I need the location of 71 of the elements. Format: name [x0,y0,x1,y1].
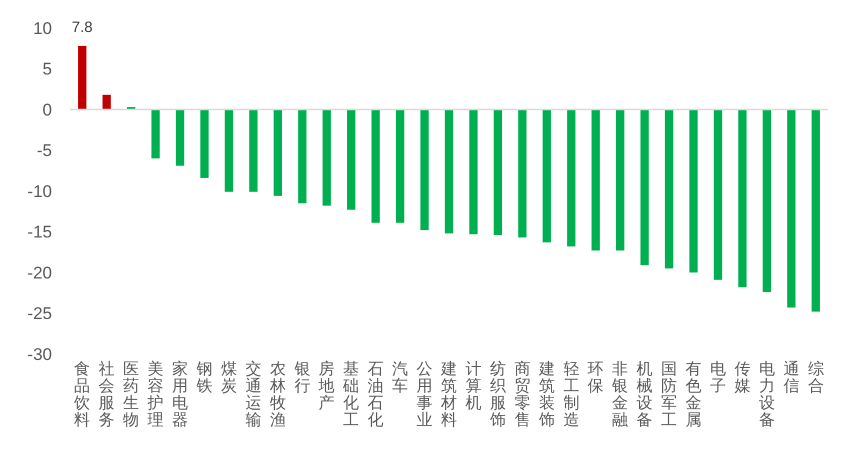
x-tick-label: 机械设备 [636,360,653,429]
y-tick-label: -25 [27,304,52,324]
bar [151,110,160,158]
bar [494,110,502,236]
y-tick-label: -10 [27,182,52,201]
x-tick-label: 电子 [710,360,726,395]
x-tick-label: 基础化工 [342,360,360,429]
bar [249,110,258,192]
y-tick-label: 5 [42,60,52,79]
x-tick-label: 食品饮料 [73,360,90,429]
y-tick-label: -15 [27,222,52,242]
x-tick-label: 家用电器 [172,360,188,429]
x-tick-label: 银行 [293,361,310,395]
bar [542,110,551,242]
x-tick-label: 钢铁 [195,361,212,395]
x-tick-label: 农林牧渔 [268,361,286,429]
x-tick-label: 通信 [783,360,800,395]
bar [396,110,404,223]
x-tick-label: 医药生物 [123,361,140,429]
bar [274,110,282,196]
bar [444,110,454,234]
bar [787,110,796,308]
bar [420,110,429,230]
x-tick-label: 有色金属 [686,361,702,429]
bar [664,110,674,268]
x-tick-label: 美容护理 [146,360,164,429]
x-tick-label: 国防军工 [661,361,678,429]
x-tick-label: 传媒 [734,361,750,395]
x-tick-label: 煤炭 [220,361,237,395]
y-tick-label: 10 [33,18,52,38]
y-tick-label: 0 [42,100,52,120]
y-tick-label: -20 [27,263,52,282]
bar [347,110,356,210]
x-tick-label: 公用事业 [416,361,433,429]
x-tick-label: 房地产 [318,360,335,412]
x-tick-label: 非银金融 [611,360,628,429]
x-tick-label: 建筑材料 [440,360,457,429]
x-tick-label: 环保 [588,361,604,395]
bar [200,110,209,178]
bar [102,94,111,110]
x-tick-label: 商贸零售 [514,360,530,429]
bar [224,110,234,192]
bar [616,110,624,250]
y-tick-label: -30 [27,344,52,364]
bar [469,110,478,234]
x-tick-label: 石油石化 [368,361,384,429]
x-tick-label: 纺织服饰 [488,360,506,429]
bar [689,110,698,272]
x-tick-label: 汽车 [392,361,408,395]
x-tick-label: 电力设备 [758,360,775,429]
bar [640,110,649,266]
bar [371,110,380,223]
bar [78,46,86,110]
x-tick-label: 建筑装饰 [538,360,555,429]
bar [567,110,576,246]
x-tick-label: 社会服务 [98,360,115,429]
bar [518,110,527,238]
bar [176,110,184,166]
bar [322,110,331,206]
x-tick-label: 综合 [808,360,824,395]
x-tick-label: 计算机 [465,360,482,412]
bar [298,110,306,204]
x-tick-label: 交通运输 [245,360,262,429]
bar [714,110,722,280]
bar [762,110,772,292]
y-tick-label: -5 [36,141,52,160]
x-tick-label: 轻工制造 [563,361,580,429]
bar [812,110,820,312]
data-label: 7.8 [72,18,93,36]
bar [592,110,600,250]
bar [738,110,747,288]
